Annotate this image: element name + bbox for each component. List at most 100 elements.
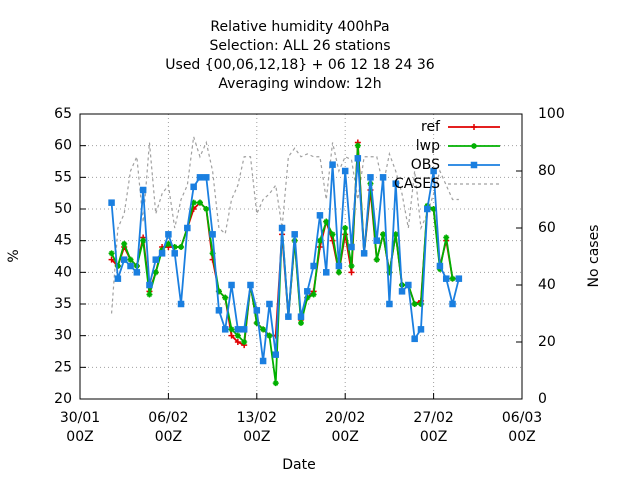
y2-tick-label: 60 bbox=[538, 220, 556, 236]
data-point bbox=[259, 357, 267, 365]
data-point bbox=[209, 250, 216, 257]
y-tick-label: 60 bbox=[54, 138, 72, 154]
data-point bbox=[470, 161, 478, 169]
data-point bbox=[329, 231, 336, 238]
data-point bbox=[234, 326, 242, 333]
x-tick-label: 00Z bbox=[66, 429, 93, 445]
x-tick-label: 20/02 bbox=[325, 410, 365, 426]
data-point bbox=[158, 250, 166, 257]
data-point bbox=[196, 174, 204, 181]
data-point bbox=[228, 326, 235, 333]
data-point bbox=[411, 335, 418, 343]
data-point bbox=[392, 180, 399, 187]
x-tick-label: 00Z bbox=[155, 429, 182, 445]
data-point bbox=[424, 205, 431, 213]
data-point bbox=[127, 256, 134, 263]
data-point bbox=[373, 237, 381, 244]
data-point bbox=[266, 332, 273, 339]
y2-tick-label: 40 bbox=[538, 277, 556, 293]
data-point bbox=[177, 300, 185, 308]
data-point bbox=[455, 275, 463, 282]
chart-title: Averaging window: 12h bbox=[218, 76, 381, 92]
data-point bbox=[386, 300, 393, 308]
data-point bbox=[127, 262, 134, 270]
data-point bbox=[298, 320, 304, 326]
data-point bbox=[310, 291, 317, 298]
data-point bbox=[222, 294, 229, 301]
y2-tick-label: 0 bbox=[538, 391, 547, 407]
data-point bbox=[165, 240, 172, 247]
legend-label: CASES bbox=[394, 176, 440, 192]
x-tick-label: 06/02 bbox=[148, 410, 188, 426]
data-point bbox=[442, 275, 450, 282]
chart-title: Used {00,06,12,18} + 06 12 18 24 36 bbox=[165, 57, 435, 73]
data-point bbox=[272, 380, 279, 387]
x-tick-label: 30/01 bbox=[60, 410, 100, 426]
x-tick-label: 00Z bbox=[508, 429, 535, 445]
data-point bbox=[228, 281, 235, 289]
data-point bbox=[184, 224, 191, 232]
x-tick-label: 00Z bbox=[243, 429, 270, 445]
data-point bbox=[140, 237, 147, 244]
data-point bbox=[367, 174, 374, 181]
data-point bbox=[260, 326, 267, 333]
data-point bbox=[266, 300, 273, 308]
legend-label: OBS bbox=[411, 157, 440, 173]
data-point bbox=[449, 300, 456, 308]
y-tick-label: 25 bbox=[54, 359, 72, 375]
data-point bbox=[323, 269, 330, 276]
legend-label: lwp bbox=[416, 138, 440, 154]
data-point bbox=[443, 234, 450, 241]
data-point bbox=[348, 243, 355, 251]
data-point bbox=[386, 269, 393, 276]
data-point bbox=[203, 206, 210, 212]
data-point bbox=[196, 199, 203, 206]
data-point bbox=[291, 231, 298, 238]
data-point bbox=[436, 262, 444, 270]
data-point bbox=[234, 339, 241, 345]
data-point bbox=[178, 244, 185, 250]
y-tick-label: 30 bbox=[54, 328, 72, 344]
data-point bbox=[190, 199, 197, 206]
data-point bbox=[316, 212, 324, 219]
data-point bbox=[348, 263, 355, 269]
legend-label: ref bbox=[421, 119, 441, 135]
data-point bbox=[114, 263, 121, 269]
data-point bbox=[323, 218, 330, 225]
data-point bbox=[398, 288, 406, 295]
data-point bbox=[335, 269, 342, 276]
x-tick-label: 00Z bbox=[331, 429, 358, 445]
data-point bbox=[133, 269, 141, 276]
plot-frame bbox=[79, 113, 523, 400]
data-point bbox=[139, 186, 147, 194]
data-point bbox=[165, 231, 172, 238]
x-axis-label: Date bbox=[282, 457, 315, 473]
data-point bbox=[360, 250, 368, 257]
data-point bbox=[304, 288, 311, 295]
data-point bbox=[348, 269, 355, 276]
data-point bbox=[272, 351, 279, 358]
data-point bbox=[392, 231, 399, 238]
y2-tick-label: 20 bbox=[538, 334, 556, 350]
data-point bbox=[152, 269, 159, 276]
data-point bbox=[146, 281, 153, 289]
data-point bbox=[373, 256, 380, 263]
data-point bbox=[417, 301, 424, 307]
data-point bbox=[285, 313, 292, 320]
y2-tick-label: 100 bbox=[538, 106, 565, 122]
data-point bbox=[471, 124, 477, 130]
data-point bbox=[190, 183, 197, 191]
y2-tick-label: 80 bbox=[538, 163, 556, 179]
data-point bbox=[171, 250, 178, 257]
y-tick-label: 50 bbox=[54, 201, 72, 217]
data-point bbox=[253, 320, 260, 326]
data-point bbox=[430, 206, 437, 212]
data-point bbox=[241, 339, 248, 345]
data-point bbox=[108, 250, 115, 257]
data-point bbox=[316, 237, 323, 244]
data-point bbox=[278, 224, 286, 232]
data-point bbox=[379, 174, 387, 181]
data-point bbox=[405, 281, 412, 289]
data-point bbox=[449, 275, 456, 282]
